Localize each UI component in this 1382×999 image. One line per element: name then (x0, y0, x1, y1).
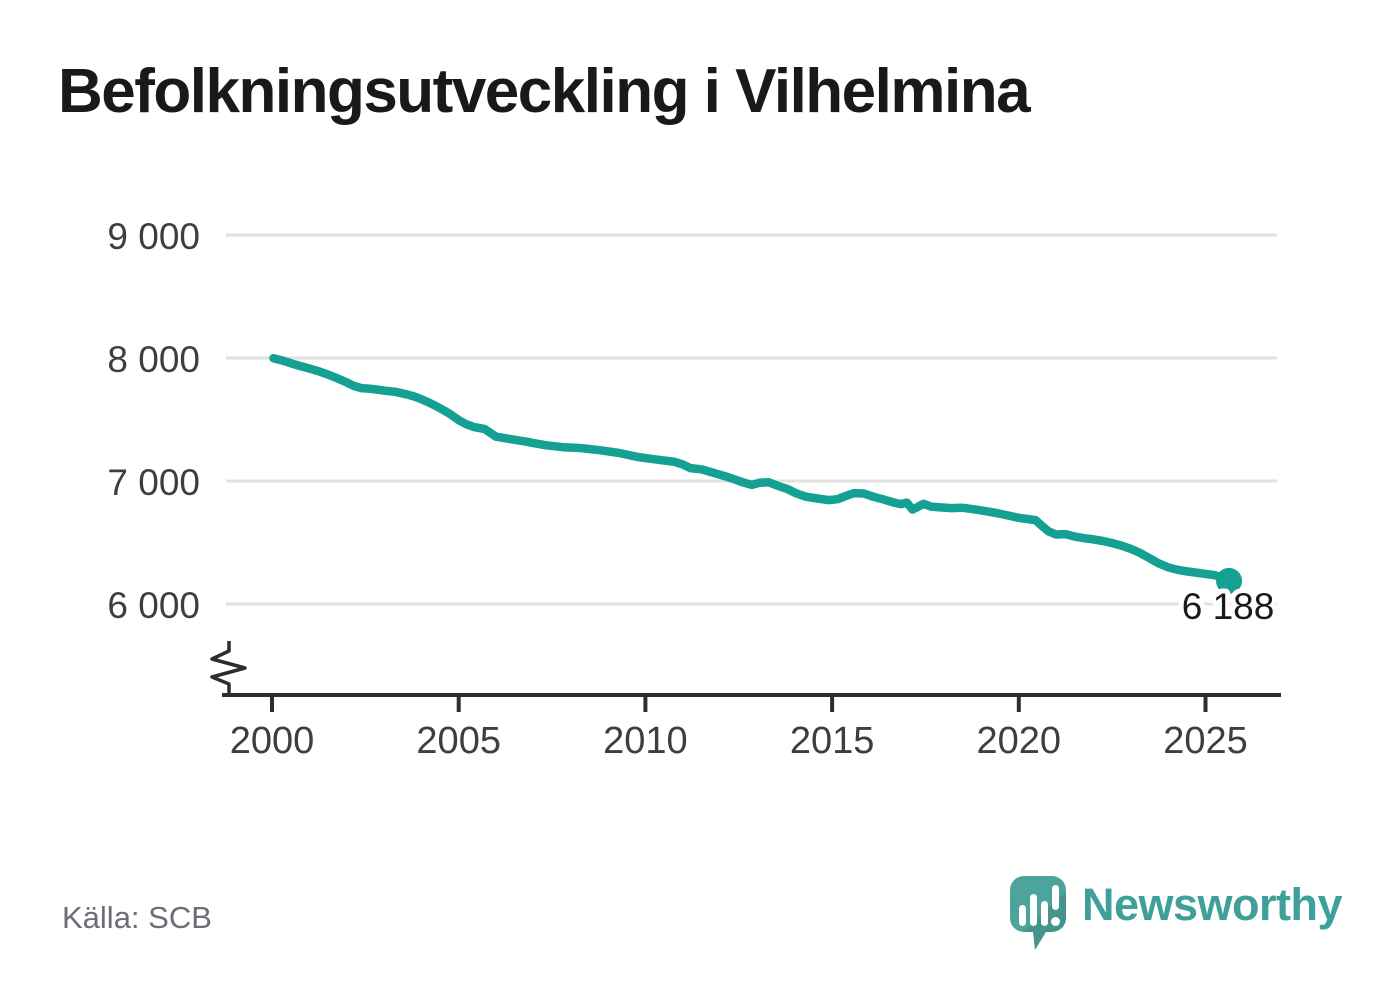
x-tick-label: 2000 (230, 720, 315, 762)
newsworthy-logo-icon (1010, 876, 1066, 950)
x-tick-label: 2025 (1163, 720, 1248, 762)
newsworthy-logo[interactable]: Newsworthy (1010, 876, 1343, 952)
y-tick-label: 7 000 (107, 462, 200, 503)
x-tick-label: 2020 (977, 720, 1062, 762)
source-label: Källa: SCB (62, 900, 212, 935)
end-point-value-label: 6 188 (1182, 586, 1275, 627)
newsworthy-wordmark: Newsworthy (1082, 879, 1343, 930)
x-axis-ticks (270, 696, 1208, 712)
y-tick-label: 9 000 (107, 216, 200, 257)
end-point-dot (1216, 567, 1243, 594)
y-axis-break-icon (210, 641, 247, 697)
y-tick-label: 6 000 (107, 585, 200, 626)
x-tick-label: 2015 (790, 720, 875, 762)
y-tick-label: 8 000 (107, 339, 200, 380)
y-axis-labels: 9 000 8 000 7 000 6 000 (107, 216, 200, 626)
population-line (269, 353, 1234, 586)
x-tick-label: 2005 (416, 720, 501, 762)
x-tick-label: 2010 (603, 720, 688, 762)
bar-chart-glyph (1019, 885, 1060, 926)
chart-title: Befolkningsutveckling i Vilhelmina (58, 57, 1031, 126)
x-axis-labels: 2000 2005 2010 2015 2020 2025 (230, 720, 1248, 762)
